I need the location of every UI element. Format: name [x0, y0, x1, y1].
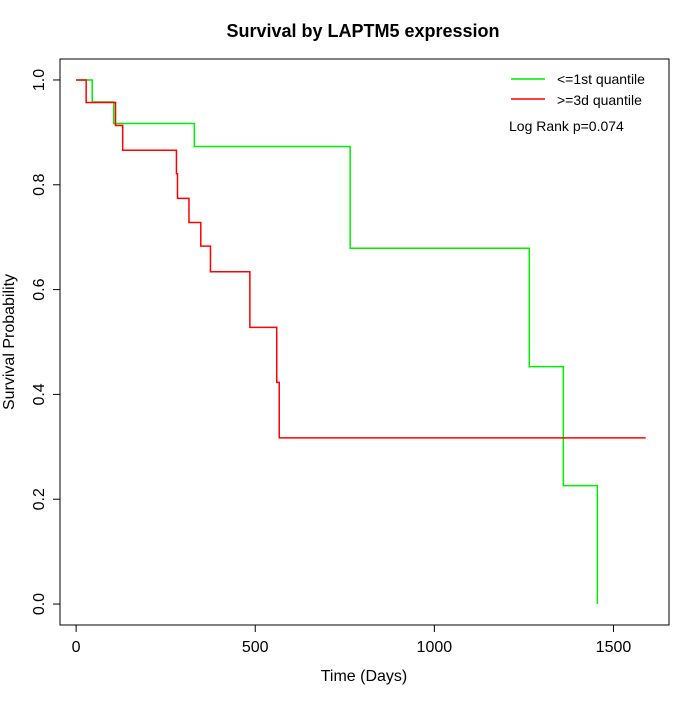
y-tick-label: 0.6	[31, 278, 48, 300]
legend-label-high-quantile: >=3d quantile	[557, 92, 642, 108]
x-tick-label: 1500	[596, 639, 632, 656]
y-axis-label: Survival Probability	[1, 274, 18, 410]
plot-frame	[59, 58, 670, 626]
y-tick-label: 0.0	[31, 593, 48, 615]
log-rank-annotation: Log Rank p=0.074	[509, 118, 624, 134]
x-tick-label: 0	[72, 639, 81, 656]
x-axis: 0 500 1000 1500	[72, 624, 632, 656]
survival-curve-high-quantile	[76, 79, 646, 439]
x-tick-label: 500	[242, 639, 269, 656]
legend-label-low-quantile: <=1st quantile	[557, 71, 645, 87]
legend: <=1st quantile >=3d quantile	[511, 71, 645, 108]
series-layer	[76, 79, 646, 605]
survival-curve-low-quantile	[76, 79, 599, 605]
chart-title: Survival by LAPTM5 expression	[226, 21, 499, 41]
y-axis: 0.0 0.2 0.4 0.6 0.8 1.0	[31, 69, 61, 615]
y-tick-label: 0.8	[31, 174, 48, 196]
x-axis-label: Time (Days)	[321, 668, 408, 685]
y-tick-label: 1.0	[31, 69, 48, 91]
y-tick-label: 0.2	[31, 488, 48, 510]
y-tick-label: 0.4	[31, 383, 48, 405]
x-tick-label: 1000	[417, 639, 453, 656]
